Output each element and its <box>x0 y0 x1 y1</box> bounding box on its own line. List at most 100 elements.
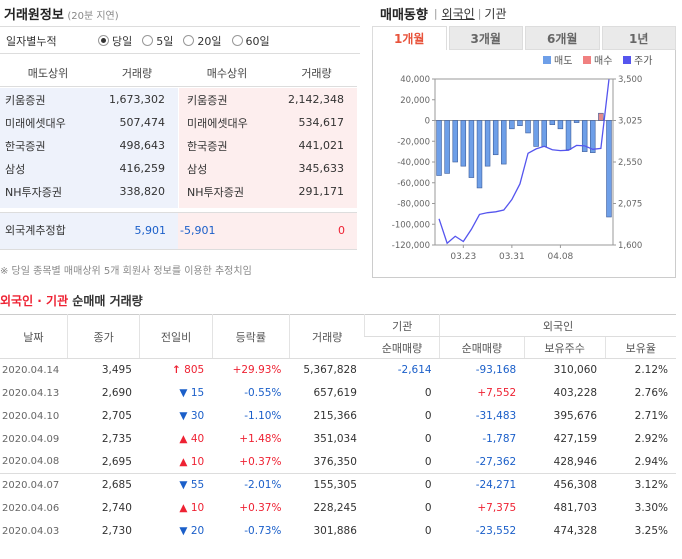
cell-rate: +1.48% <box>239 433 282 445</box>
bar <box>492 120 499 156</box>
foreign-estimate-row: 외국계추정합 5,901 -5,901 0 <box>0 212 357 250</box>
tab-1m[interactable]: 1개월 <box>372 26 447 50</box>
x-tick-label: 03.31 <box>499 252 525 262</box>
down-arrow-icon: ▼ <box>179 479 188 492</box>
cell-inst-net: -2,614 <box>397 364 432 377</box>
radio-icon[interactable] <box>231 35 243 46</box>
trade-trend-header: 매매동향 | 외국인 | 기관 <box>380 4 507 23</box>
bar <box>549 120 556 125</box>
trade-trend-title: 매매동향 <box>380 8 428 23</box>
cell-inst-net: 0 <box>424 433 432 445</box>
bar <box>598 112 604 121</box>
y-left-tick-label: -80,000 <box>397 200 430 210</box>
broker-info-title: 거래원정보 (20분 지연) <box>4 4 119 23</box>
change-header: 전일비 <box>139 314 213 359</box>
cell-foreign-net: -24,271 <box>439 473 525 497</box>
cell-date: 2020.04.13 <box>2 387 60 399</box>
cell-foreign-hold: 395,676 <box>553 410 598 422</box>
cell-inst-net: 0 <box>424 455 432 468</box>
period-radio-60d[interactable]: 60일 <box>231 33 270 49</box>
buy-row: 삼성 345,633 <box>187 162 344 176</box>
tab-3m[interactable]: 3개월 <box>448 26 523 50</box>
delay-note: (20분 지연) <box>67 11 119 22</box>
bar <box>436 120 442 176</box>
sell-row: 키움증권 1,673,302 <box>5 93 165 107</box>
buy-row: 키움증권 2,142,348 <box>187 93 344 107</box>
bar <box>525 120 531 134</box>
cell-foreign-net: -93,168 <box>475 364 517 377</box>
cell-foreign-net: -27,362 <box>475 455 517 468</box>
up-arrow-icon: ▲ <box>179 455 188 468</box>
divider <box>0 26 360 27</box>
cell-close: 2,705 <box>101 410 132 422</box>
bar <box>444 120 450 174</box>
cell-foreign-hold: 456,308 <box>524 473 606 497</box>
cell-inst-net: 0 <box>364 473 440 497</box>
bar <box>468 120 475 178</box>
cell-foreign-hold: 481,703 <box>553 502 598 514</box>
period-radio-5d[interactable]: 5일 <box>142 33 173 49</box>
radio-checked-icon[interactable] <box>98 35 109 46</box>
bar <box>565 120 572 150</box>
cell-change: ↑ 805 <box>172 364 205 377</box>
cell-foreign-net: -23,552 <box>475 525 517 537</box>
radio-icon[interactable] <box>183 35 195 46</box>
cell-foreign-ratio: 2.12% <box>634 364 668 377</box>
institution-link[interactable]: 기관 <box>484 7 507 21</box>
period-tabs: 1개월 3개월 6개월 1년 <box>372 26 676 50</box>
cell-date: 2020.04.14 <box>2 364 60 376</box>
close-header: 종가 <box>66 314 140 359</box>
radio-icon[interactable] <box>142 35 154 46</box>
cell-rate: -0.73% <box>244 525 282 537</box>
table-row: 2020.04.03 2,730 ▼ 20 -0.73% 301,886 0 -23,552… <box>0 520 676 543</box>
volume-header: 거래량 <box>288 314 365 359</box>
cell-foreign-ratio: 3.25% <box>634 525 668 537</box>
cell-rate: +0.37% <box>239 455 282 468</box>
cell-foreign-hold: 427,159 <box>553 433 598 445</box>
bar <box>484 120 491 167</box>
sell-row: 미래에셋대우 507,474 <box>5 116 165 130</box>
y-left-tick-label: -60,000 <box>397 179 430 189</box>
period-selector: 일자별누적 당일 5일 20일 60일 <box>0 28 360 54</box>
bar <box>590 120 596 153</box>
cell-inst-net: 0 <box>424 387 432 399</box>
foreign-hold-header: 보유주수 <box>523 336 606 359</box>
cell-date: 2020.04.07 <box>0 473 68 497</box>
rate-header: 등락률 <box>211 314 290 359</box>
cell-volume: 301,886 <box>313 525 357 537</box>
legend-swatch <box>623 56 631 64</box>
cumulative-label: 일자별누적 <box>6 34 57 48</box>
cell-volume: 215,366 <box>313 410 357 422</box>
foreign-ratio-header: 보유율 <box>604 336 676 359</box>
bar <box>476 120 483 189</box>
cell-foreign-net: -31,483 <box>475 410 517 422</box>
cell-change: ▼ 15 <box>179 387 205 399</box>
y-right-tick-label: 2,075 <box>618 200 642 210</box>
period-radio-today[interactable]: 당일 <box>98 33 132 49</box>
sell-row: NH투자증권 338,820 <box>5 185 165 199</box>
cell-foreign-ratio: 2.92% <box>634 433 668 445</box>
sell-top-list: 키움증권 1,673,302 미래에셋대우 507,474 한국증권 498,643 … <box>0 88 178 208</box>
period-radio-20d[interactable]: 20일 <box>183 33 222 49</box>
cell-rate: +29.93% <box>232 364 282 377</box>
bar <box>509 120 515 130</box>
cell-change: ▼ 55 <box>139 473 213 497</box>
institution-header: 기관 <box>364 314 440 337</box>
cell-close: 2,740 <box>101 502 132 514</box>
cell-foreign-hold: 403,228 <box>553 387 598 399</box>
cell-volume: 155,305 <box>289 473 365 497</box>
foreign-net-header: 순매매량 <box>439 336 525 359</box>
date-header: 날짜 <box>0 314 68 359</box>
foreign-link[interactable]: 외국인 <box>441 7 475 21</box>
cell-volume: 376,350 <box>313 455 357 468</box>
cell-date: 2020.04.06 <box>2 502 60 514</box>
tab-1y[interactable]: 1년 <box>601 26 676 50</box>
section-title: 거래원정보 <box>4 8 64 23</box>
bar <box>533 120 539 147</box>
buy-row: NH투자증권 291,171 <box>187 185 344 199</box>
cell-rate: -0.55% <box>244 387 282 399</box>
trade-trend-chart: 매도 매수 주가 40,000 20,000 0 -20,000 -40,000 -60,000… <box>372 50 676 278</box>
bar <box>517 120 523 126</box>
y-left-tick-label: 40,000 <box>400 75 430 85</box>
tab-6m[interactable]: 6개월 <box>525 26 600 50</box>
